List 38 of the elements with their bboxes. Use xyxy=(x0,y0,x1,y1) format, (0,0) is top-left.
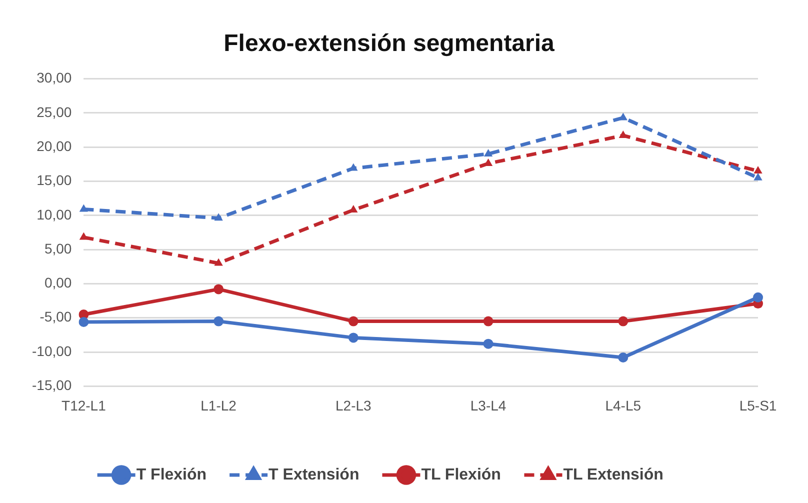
x-tick-label: L3-L4 xyxy=(470,397,506,414)
point xyxy=(754,166,762,174)
y-tick-label: 20,00 xyxy=(36,138,72,154)
y-tick-label: 25,00 xyxy=(36,104,72,120)
legend-label: T Flexión xyxy=(136,466,207,484)
y-tick-label: 5,00 xyxy=(44,240,72,256)
point xyxy=(214,284,224,294)
point xyxy=(214,213,223,221)
legend-label: TL Extensión xyxy=(563,466,664,484)
point xyxy=(79,204,88,212)
point xyxy=(618,352,628,363)
point xyxy=(348,316,358,326)
point xyxy=(214,258,223,266)
y-tick-label: -15,00 xyxy=(32,377,72,394)
legend-label: T Extensión xyxy=(268,466,360,484)
chart-title: Flexo-extensión segmentaria xyxy=(224,30,556,58)
y-tick-label: 15,00 xyxy=(36,172,72,188)
point xyxy=(483,316,494,326)
point xyxy=(348,332,358,343)
point xyxy=(618,316,628,326)
y-tick-label: 30,00 xyxy=(36,70,72,86)
y-tick-label: 0,00 xyxy=(44,274,72,291)
x-tick-label: L4-L5 xyxy=(605,397,642,414)
y-tick-label: -10,00 xyxy=(32,342,72,359)
point xyxy=(484,148,493,156)
point xyxy=(214,316,224,326)
x-tick-label: L2-L3 xyxy=(336,397,372,414)
point xyxy=(78,316,89,327)
y-tick-label: -5,00 xyxy=(40,308,72,325)
x-tick-label: L5-S1 xyxy=(739,397,777,414)
point xyxy=(483,338,494,349)
x-tick-label: L1-L2 xyxy=(200,397,237,414)
legend-label: TL Flexión xyxy=(421,466,501,484)
point xyxy=(753,292,763,302)
x-tick-label: T12-L1 xyxy=(62,397,106,414)
y-tick-label: 10,00 xyxy=(36,206,72,222)
point xyxy=(79,232,88,240)
point xyxy=(754,172,762,180)
